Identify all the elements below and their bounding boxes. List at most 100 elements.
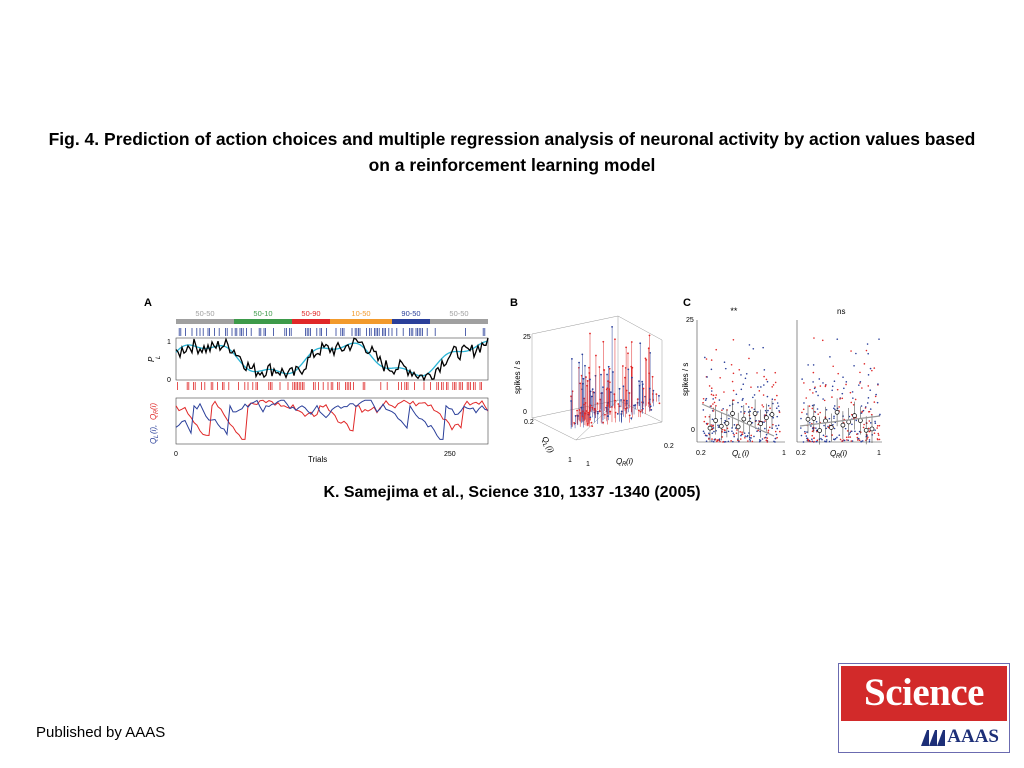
stem-point	[634, 404, 637, 406]
scatter-point	[764, 409, 767, 412]
scatter-point	[862, 409, 865, 412]
scatter-point	[839, 398, 841, 400]
scatter-point	[730, 363, 733, 366]
scatter-point	[763, 421, 765, 424]
stem-point	[621, 365, 624, 367]
scatter-point	[876, 401, 879, 404]
scatter-point	[818, 378, 821, 380]
scatter-point	[831, 396, 833, 398]
scatter-point	[717, 424, 719, 427]
scatter-point	[817, 394, 819, 397]
scatter-point	[702, 409, 705, 411]
scatter-point	[805, 413, 808, 415]
scatter-point	[877, 434, 880, 436]
scatter-point	[831, 389, 833, 392]
scatter-point	[736, 429, 738, 431]
scatter-point	[825, 439, 828, 441]
panel-b-stems	[570, 325, 661, 429]
stem-point	[579, 382, 582, 385]
scatter-point	[773, 440, 775, 443]
stem-point	[649, 403, 652, 406]
scatter-point	[875, 393, 877, 396]
scatter-point	[868, 440, 871, 443]
scatter-point	[775, 407, 778, 410]
panel-b-qr-label: Q R (i)	[616, 457, 633, 468]
qr-line	[175, 399, 489, 440]
scatter-point	[813, 337, 815, 339]
stem-point	[639, 342, 642, 345]
scatter-point	[712, 410, 715, 412]
scatter-point	[775, 433, 778, 436]
scatter-point	[776, 427, 779, 430]
scatter-point	[832, 438, 835, 441]
scatter-point	[764, 436, 767, 439]
stem-point	[625, 346, 628, 349]
svg-text:(i): (i)	[544, 444, 555, 455]
stem-point	[641, 383, 644, 386]
scatter-point	[733, 424, 736, 426]
scatter-point	[811, 434, 814, 437]
scatter-point	[703, 432, 706, 434]
scatter-point	[841, 397, 844, 400]
stem-point	[652, 389, 655, 392]
scatter-point	[753, 394, 756, 396]
stem-point	[607, 380, 609, 383]
mean-marker	[735, 424, 741, 430]
scatter-point	[776, 436, 778, 439]
scatter-point	[732, 432, 735, 435]
stem-point	[630, 417, 633, 420]
scatter-point	[861, 411, 863, 413]
scatter-point	[712, 398, 714, 400]
scatter-point	[732, 389, 735, 392]
condition-label: 50-50	[195, 309, 214, 318]
mean-marker	[769, 412, 775, 417]
scatter-point	[876, 427, 878, 429]
figure: A B C 50-50 50-10 50-90 10-50 90-50 50-50 P L…	[140, 292, 900, 472]
scatter-point	[719, 376, 721, 379]
svg-text:L: L	[738, 454, 741, 460]
science-logo[interactable]: Science AAAS	[838, 663, 1010, 753]
stem-point	[647, 402, 650, 404]
condition-label: 10-50	[351, 309, 370, 318]
scatter-point	[740, 411, 742, 413]
stem-point	[582, 377, 585, 380]
mean-marker	[741, 416, 747, 422]
scatter-point	[740, 374, 742, 376]
scatter-point	[833, 417, 835, 419]
scatter-point	[742, 383, 745, 386]
scatter-point	[715, 404, 717, 407]
scatter-point	[812, 429, 815, 432]
scatter-point	[711, 418, 714, 421]
scatter-point	[856, 436, 859, 439]
scatter-point	[749, 410, 752, 413]
stem-point	[589, 332, 591, 335]
scatter-point	[763, 369, 766, 371]
scatter-point	[854, 430, 856, 433]
scatter-point	[811, 404, 814, 407]
logo-aaas: AAAS	[839, 724, 1009, 750]
stem-point	[612, 371, 614, 373]
scatter-point	[867, 374, 870, 376]
scatter-point	[869, 367, 872, 370]
scatter-point	[855, 352, 857, 355]
scatter-point	[748, 357, 750, 360]
scatter-point	[836, 388, 839, 391]
scatter-point	[821, 438, 823, 441]
condition-segment	[292, 319, 330, 324]
stem-point	[602, 421, 605, 424]
scatter-point	[812, 371, 815, 374]
scatter-point	[817, 413, 819, 415]
scatter-point	[837, 372, 840, 375]
scatter-point	[815, 440, 818, 443]
scatter-point	[765, 433, 768, 436]
panel-c-left-sig: **	[730, 306, 738, 316]
mean-marker	[811, 416, 817, 421]
scatter-point	[866, 402, 869, 404]
scatter-point	[827, 426, 830, 429]
scatter-point	[855, 419, 858, 422]
stem-point	[630, 365, 633, 368]
stem-point	[608, 367, 611, 370]
scatter-point	[816, 430, 818, 433]
mean-marker	[713, 418, 718, 423]
stem-point	[622, 385, 625, 388]
